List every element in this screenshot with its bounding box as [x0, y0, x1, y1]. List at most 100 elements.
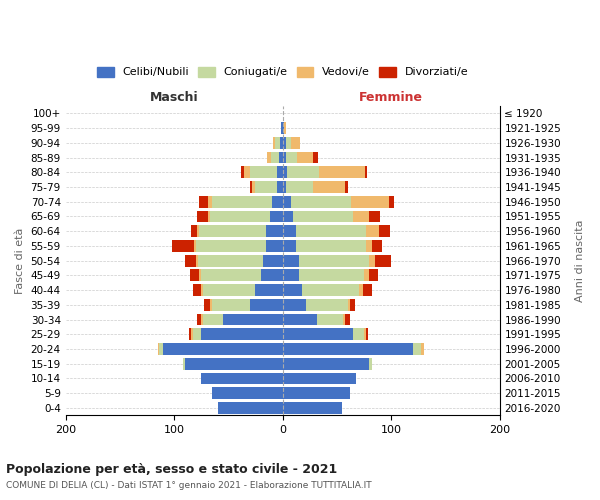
Bar	[268, 152, 271, 164]
Bar	[269, 210, 283, 222]
Bar	[366, 226, 379, 237]
Text: Maschi: Maschi	[150, 91, 199, 104]
Bar	[283, 152, 286, 164]
Bar	[413, 343, 421, 355]
Bar	[281, 122, 283, 134]
Bar	[198, 255, 263, 266]
Bar	[359, 284, 363, 296]
Bar	[197, 210, 208, 222]
Bar	[346, 314, 350, 326]
Bar	[283, 210, 293, 222]
Bar	[185, 358, 283, 370]
Bar	[273, 137, 275, 148]
Bar	[284, 122, 286, 134]
Bar	[283, 137, 286, 148]
Bar	[313, 181, 346, 193]
Bar	[299, 270, 364, 281]
Bar	[266, 226, 283, 237]
Bar	[283, 181, 286, 193]
Bar	[244, 166, 250, 178]
Bar	[283, 343, 413, 355]
Bar	[208, 196, 212, 207]
Bar	[210, 299, 212, 310]
Bar	[286, 181, 313, 193]
Bar	[343, 314, 346, 326]
Bar	[218, 402, 283, 414]
Bar	[296, 240, 366, 252]
Bar	[199, 196, 208, 207]
Bar	[263, 255, 283, 266]
Bar	[158, 343, 159, 355]
Bar	[210, 210, 269, 222]
Bar	[317, 314, 343, 326]
Bar	[205, 299, 210, 310]
Y-axis label: Anni di nascita: Anni di nascita	[575, 220, 585, 302]
Bar	[283, 358, 370, 370]
Bar	[421, 343, 424, 355]
Bar	[190, 270, 199, 281]
Bar	[351, 196, 389, 207]
Bar	[313, 152, 319, 164]
Bar	[350, 299, 355, 310]
Bar	[197, 226, 199, 237]
Text: Femmine: Femmine	[359, 91, 423, 104]
Bar	[277, 181, 283, 193]
Bar	[163, 343, 283, 355]
Bar	[296, 226, 366, 237]
Bar	[370, 210, 380, 222]
Bar	[286, 152, 296, 164]
Bar	[353, 328, 364, 340]
Bar	[319, 166, 365, 178]
Bar	[307, 299, 347, 310]
Bar	[293, 210, 353, 222]
Bar	[183, 358, 185, 370]
Bar	[197, 314, 201, 326]
Bar	[275, 137, 280, 148]
Bar	[283, 166, 287, 178]
Y-axis label: Fasce di età: Fasce di età	[15, 228, 25, 294]
Bar	[212, 299, 250, 310]
Bar	[365, 166, 367, 178]
Bar	[370, 255, 375, 266]
Bar	[201, 284, 203, 296]
Bar	[347, 299, 350, 310]
Bar	[201, 372, 283, 384]
Text: COMUNE DI DELIA (CL) - Dati ISTAT 1° gennaio 2021 - Elaborazione TUTTITALIA.IT: COMUNE DI DELIA (CL) - Dati ISTAT 1° gen…	[6, 481, 371, 490]
Bar	[196, 255, 198, 266]
Bar	[389, 196, 394, 207]
Bar	[283, 402, 342, 414]
Bar	[302, 284, 359, 296]
Bar	[193, 328, 201, 340]
Bar	[277, 166, 283, 178]
Bar	[286, 137, 291, 148]
Bar	[201, 328, 283, 340]
Bar	[212, 388, 283, 399]
Bar	[291, 137, 300, 148]
Bar	[203, 314, 223, 326]
Bar	[353, 210, 370, 222]
Bar	[371, 240, 382, 252]
Bar	[212, 196, 272, 207]
Bar	[291, 196, 351, 207]
Bar	[366, 328, 368, 340]
Bar	[364, 270, 370, 281]
Bar	[283, 314, 317, 326]
Legend: Celibi/Nubili, Coniugati/e, Vedovi/e, Divorziati/e: Celibi/Nubili, Coniugati/e, Vedovi/e, Di…	[92, 62, 473, 82]
Bar	[370, 270, 378, 281]
Bar	[370, 358, 371, 370]
Bar	[261, 270, 283, 281]
Bar	[271, 152, 280, 164]
Bar	[201, 314, 203, 326]
Bar	[250, 181, 252, 193]
Bar	[256, 284, 283, 296]
Bar	[203, 284, 256, 296]
Bar	[375, 255, 391, 266]
Bar	[283, 255, 299, 266]
Bar	[280, 152, 283, 164]
Bar	[283, 299, 307, 310]
Bar	[199, 270, 201, 281]
Bar	[201, 270, 261, 281]
Bar	[191, 226, 197, 237]
Bar	[363, 284, 371, 296]
Bar	[193, 284, 201, 296]
